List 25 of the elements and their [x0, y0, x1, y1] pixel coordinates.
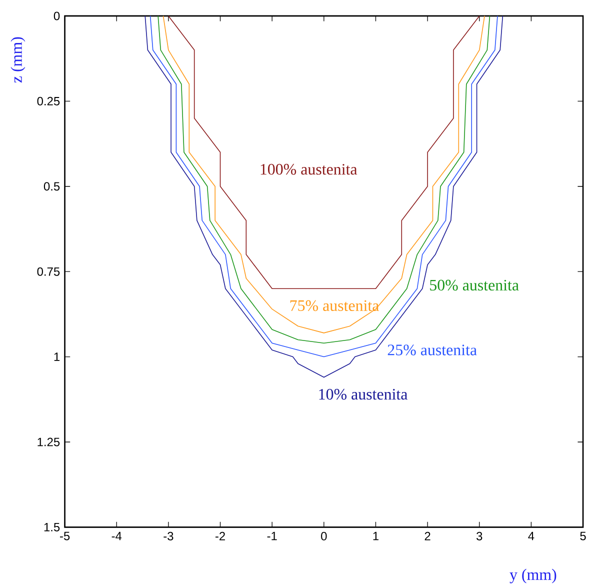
- x-tick-label: 0: [321, 532, 327, 540]
- y-axis-title: z (mm): [10, 37, 26, 83]
- text: 100% austenita: [260, 164, 358, 175]
- y-tick-label: 0.5: [44, 182, 60, 191]
- y-tick-label: 0.75: [37, 267, 60, 276]
- series-label: 10% austenita: [319, 388, 408, 400]
- x-tick-label: -1: [267, 532, 277, 540]
- series-label: 25% austenita: [388, 344, 477, 356]
- y-tick-label: 1.25: [38, 438, 60, 446]
- x-tick-label: 4: [528, 532, 534, 540]
- y-tick-label: 0: [54, 12, 60, 20]
- x-tick-label: -2: [215, 532, 225, 540]
- x-axis-title: y (mm): [510, 568, 556, 584]
- x-tick-label: -3: [164, 532, 174, 540]
- x-tick-label: 2: [424, 532, 430, 540]
- y-tick-label: 1.5: [44, 523, 60, 532]
- x-tick-label: 3: [476, 532, 482, 540]
- series-label: 50% austenita: [430, 280, 519, 291]
- series-label: 75% austenita: [290, 300, 379, 312]
- y-tick-label: 1: [54, 352, 60, 361]
- x-tick-label: -4: [112, 532, 122, 540]
- y-tick-label: 0.25: [37, 96, 60, 106]
- x-tick-label: -5: [60, 532, 70, 540]
- x-tick-label: 1: [373, 532, 378, 540]
- x-tick-label: 5: [580, 532, 586, 540]
